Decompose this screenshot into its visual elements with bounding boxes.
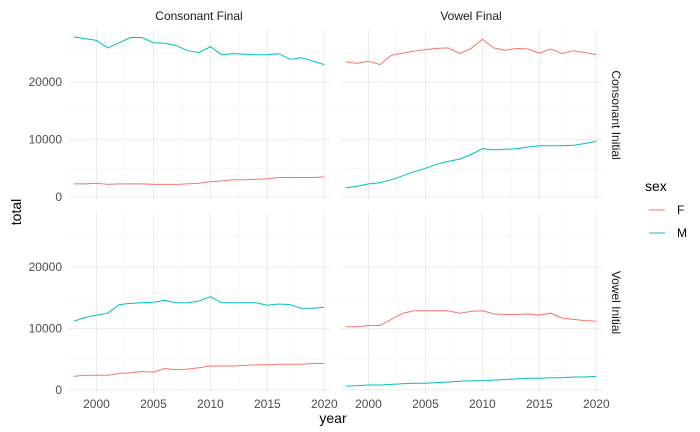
strips-layer: Consonant Final Vowel Final Consonant Init… <box>155 9 623 334</box>
series-line-f-consonant-final-vowel-initial <box>73 363 325 377</box>
y-tick-label: 0 <box>55 190 62 204</box>
facet-strip-vowel-initial: Vowel Initial <box>609 271 623 334</box>
x-axis-title: year <box>319 410 347 426</box>
series-line-f-consonant-final-consonant-initial <box>73 176 325 185</box>
series-line-m-consonant-final-consonant-initial <box>73 36 325 66</box>
panel-consonant-final-consonant-initial <box>68 30 330 200</box>
panel-vowel-final-consonant-initial <box>340 30 602 200</box>
y-tick-label: 10000 <box>29 132 63 146</box>
legend: sex FM <box>645 178 687 240</box>
y-tick-label: 20000 <box>29 75 63 89</box>
x-tick-label: 2000 <box>355 397 382 411</box>
series-line-m-consonant-final-vowel-initial <box>73 296 325 322</box>
y-tick-label: 10000 <box>29 322 63 336</box>
x-tick-label: 2010 <box>469 397 496 411</box>
x-tick-label: 2020 <box>583 397 610 411</box>
axes-layer: 0 10000 20000 0 10000 20000 2000 2005 2010 2015 20… <box>29 75 610 411</box>
x-tick-label: 2020 <box>311 397 338 411</box>
series-line-m-vowel-final-vowel-initial <box>345 375 597 387</box>
series-line-f-vowel-final-consonant-initial <box>345 38 597 66</box>
series-line-m-vowel-final-consonant-initial <box>345 140 597 189</box>
x-tick-label: 2005 <box>140 397 167 411</box>
x-tick-label: 2005 <box>412 397 439 411</box>
legend-items: FM <box>649 203 687 240</box>
x-tick-label: 2015 <box>526 397 553 411</box>
y-tick-label: 20000 <box>29 260 63 274</box>
legend-label-f: F <box>677 203 684 217</box>
panel-vowel-final-vowel-initial <box>340 212 602 393</box>
legend-label-m: M <box>677 226 687 240</box>
x-tick-label: 2000 <box>83 397 110 411</box>
y-tick-label: 0 <box>55 383 62 397</box>
facet-strip-consonant-final: Consonant Final <box>155 9 242 23</box>
legend-title: sex <box>645 178 667 194</box>
y-axis-title: total <box>8 199 24 225</box>
panels-layer <box>68 30 602 393</box>
x-tick-label: 2015 <box>254 397 281 411</box>
facet-strip-consonant-initial: Consonant Initial <box>609 70 623 159</box>
series-line-f-vowel-final-vowel-initial <box>345 310 597 328</box>
panel-consonant-final-vowel-initial <box>68 212 330 393</box>
facet-strip-vowel-final: Vowel Final <box>440 9 501 23</box>
x-tick-label: 2010 <box>197 397 224 411</box>
